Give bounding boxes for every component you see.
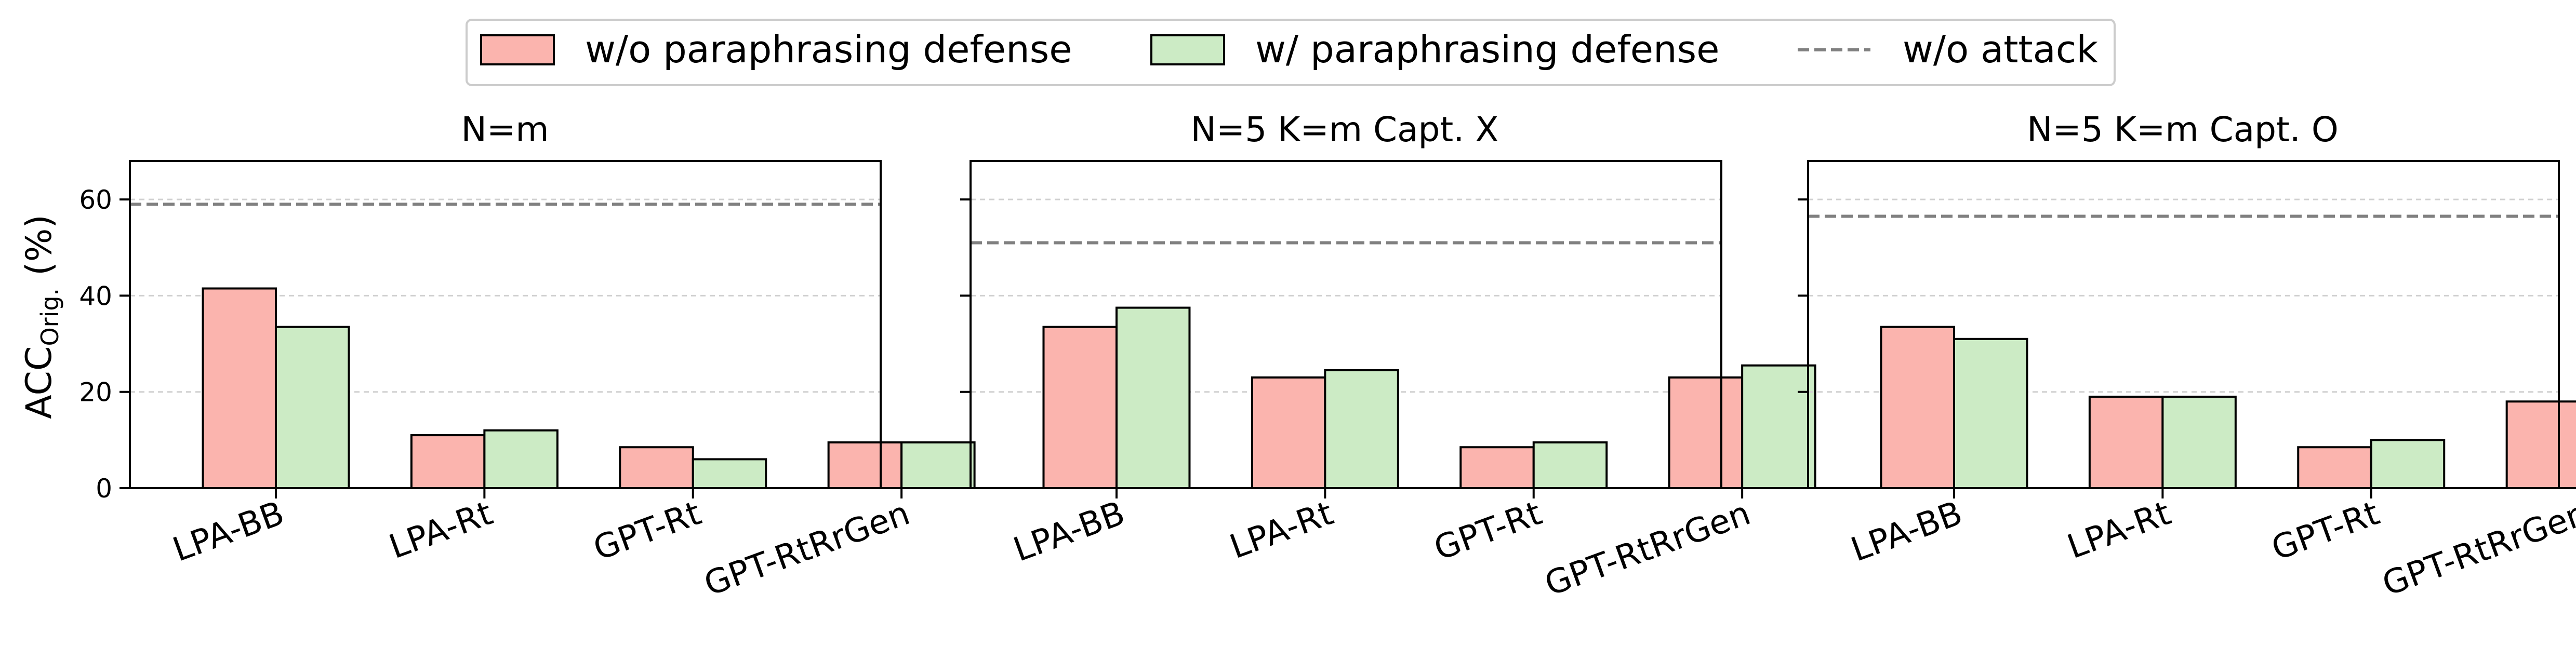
y-axis-label-main: ACC <box>19 346 60 419</box>
bar <box>1324 369 1399 489</box>
legend-swatch-with-defense <box>1150 34 1225 65</box>
x-tick-label: GPT-RtRrGen <box>1540 494 1756 603</box>
y-tick-label: 60 <box>79 185 112 215</box>
bar <box>1251 376 1326 489</box>
bar <box>1459 446 1535 489</box>
y-axis-label-sub: Orig. <box>36 288 64 346</box>
bar <box>202 287 277 489</box>
y-tick-label: 40 <box>79 281 112 311</box>
plot-frame <box>1807 160 2560 489</box>
bar <box>2370 439 2446 490</box>
x-tick-label: GPT-Rt <box>1429 494 1547 568</box>
panel-1-title: N=m <box>461 110 549 150</box>
bar <box>2161 395 2237 489</box>
legend-label-no-defense: w/o paraphrasing defense <box>585 28 1072 71</box>
x-tick-label: GPT-Rt <box>589 494 706 568</box>
bar <box>483 429 559 490</box>
x-tick-label: GPT-RtRrGen <box>2378 494 2576 603</box>
bar <box>900 441 976 489</box>
legend-swatch-no-defense <box>480 34 555 65</box>
bar <box>1668 376 1744 489</box>
legend-frame <box>466 19 2116 86</box>
y-axis-label-unit: (%) <box>19 214 60 276</box>
x-tick-label: LPA-BB <box>168 494 289 569</box>
y-tick-label: 20 <box>79 378 112 408</box>
legend-label-with-defense: w/ paraphrasing defense <box>1255 28 1719 71</box>
bar <box>692 458 767 489</box>
plot-frame <box>970 160 1722 489</box>
y-axis-label: ACCOrig. (%) <box>19 214 64 419</box>
bar <box>619 446 694 489</box>
legend-label-no-attack: w/o attack <box>1903 28 2098 71</box>
x-tick-label: LPA-Rt <box>1225 494 1338 567</box>
x-tick-label: LPA-Rt <box>2063 494 2176 567</box>
panel-2-title: N=5 K=m Capt. X <box>1191 110 1499 150</box>
bar <box>1880 326 1955 489</box>
bar <box>410 434 486 490</box>
bar <box>2297 446 2372 489</box>
bar <box>1953 338 2028 489</box>
x-tick-label: GPT-Rt <box>2267 494 2384 568</box>
bar <box>1741 364 1816 489</box>
bar <box>1042 326 1118 489</box>
x-tick-label: GPT-RtRrGen <box>699 494 915 603</box>
y-tick-label: 0 <box>96 474 112 504</box>
x-tick-label: LPA-BB <box>1846 494 1967 569</box>
x-tick-label: LPA-BB <box>1008 494 1130 569</box>
bar <box>827 441 903 489</box>
x-tick-label: LPA-Rt <box>384 494 498 567</box>
bar <box>1115 306 1191 490</box>
panel-3-title: N=5 K=m Capt. O <box>2027 110 2339 150</box>
bar <box>274 326 350 489</box>
bar <box>1532 441 1608 489</box>
plot-frame <box>129 160 882 489</box>
legend: w/o paraphrasing defense w/ paraphrasing… <box>466 19 2116 86</box>
bar <box>2088 395 2164 489</box>
bar <box>2505 400 2576 489</box>
